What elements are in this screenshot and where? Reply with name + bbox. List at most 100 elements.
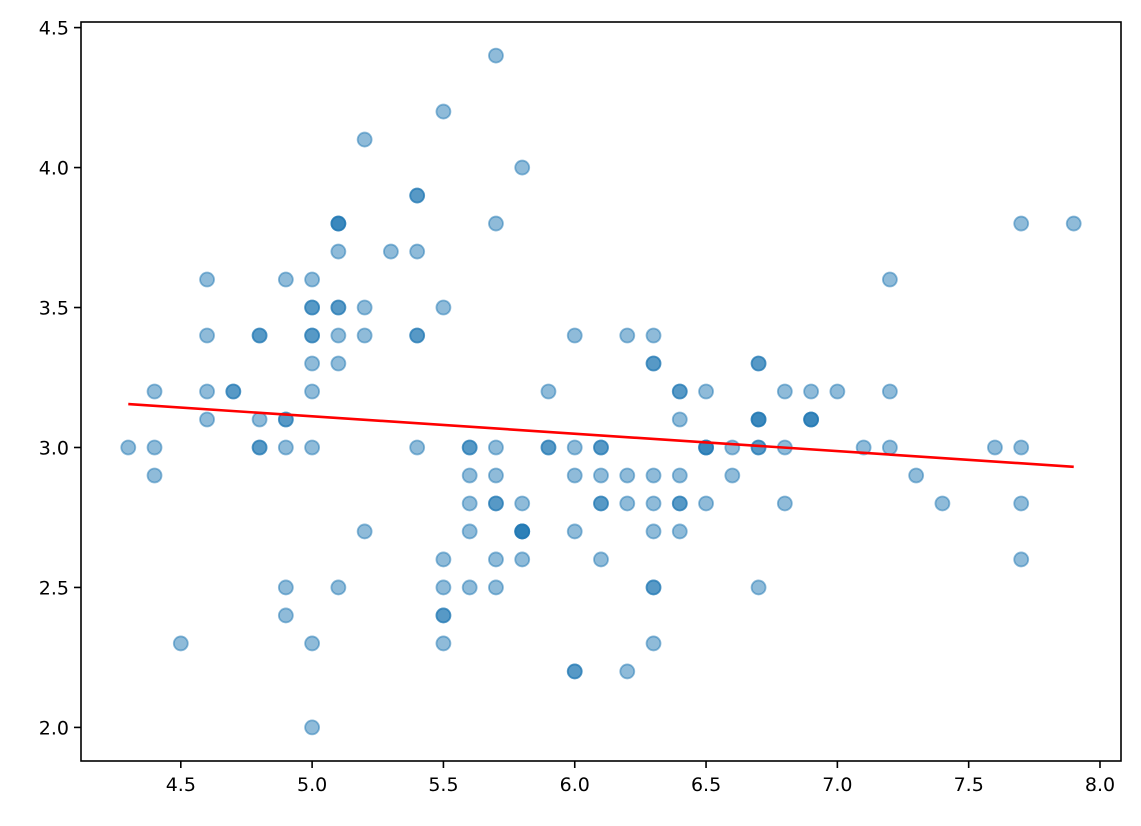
data-point [330, 243, 347, 260]
data-point [488, 439, 504, 456]
data-point [698, 495, 714, 512]
data-point [356, 327, 373, 344]
data-point [304, 327, 321, 344]
data-point [435, 635, 452, 652]
data-point [435, 299, 452, 316]
data-point [199, 271, 215, 288]
x-tick-label: 6.0 [560, 774, 590, 796]
data-points [120, 47, 1082, 736]
data-point [750, 579, 767, 596]
data-point [540, 383, 557, 400]
trend-line [128, 402, 1074, 469]
data-point [488, 551, 504, 568]
data-point [225, 383, 242, 400]
data-point [671, 467, 688, 484]
data-point [619, 495, 636, 512]
data-point [409, 187, 426, 204]
data-point [304, 271, 321, 288]
y-tick-label: 4.0 [39, 158, 69, 180]
x-tick-label: 4.5 [166, 774, 196, 796]
data-point [593, 439, 609, 456]
data-point [146, 383, 163, 400]
data-point [277, 579, 294, 596]
data-point [330, 579, 347, 596]
data-point [514, 495, 531, 512]
data-point [619, 663, 636, 680]
data-point [409, 439, 426, 456]
y-tick-label: 3.0 [39, 437, 69, 459]
data-point [277, 271, 294, 288]
data-point [1013, 215, 1030, 232]
x-tick-label: 8.0 [1085, 774, 1115, 796]
data-point [987, 439, 1003, 456]
data-point [277, 607, 294, 624]
data-point [750, 411, 767, 428]
data-point [277, 439, 294, 456]
x-tick-label: 7.5 [954, 774, 984, 796]
data-point [645, 495, 662, 512]
data-point [488, 467, 504, 484]
data-point [199, 327, 215, 344]
data-point [566, 327, 583, 344]
data-point [146, 439, 163, 456]
data-point [514, 523, 531, 540]
x-tick-label: 7.0 [822, 774, 852, 796]
data-point [488, 495, 504, 512]
x-tick-label: 5.5 [428, 774, 458, 796]
x-tick-label: 5.0 [297, 774, 327, 796]
data-point [199, 383, 215, 400]
data-point [645, 523, 662, 540]
data-point [540, 439, 557, 456]
data-point [461, 467, 478, 484]
x-tick-label: 6.5 [691, 774, 721, 796]
data-point [488, 47, 504, 64]
data-point [750, 355, 767, 372]
data-point [803, 411, 820, 428]
data-point [645, 579, 662, 596]
data-point [304, 635, 321, 652]
data-point [671, 383, 688, 400]
data-point [698, 383, 714, 400]
data-point [619, 467, 636, 484]
data-point [356, 299, 373, 316]
data-point [619, 327, 636, 344]
data-point [435, 579, 452, 596]
data-point [645, 327, 662, 344]
data-point [435, 551, 452, 568]
data-point [776, 383, 793, 400]
y-tick-label: 2.5 [39, 577, 69, 599]
data-point [514, 159, 531, 176]
data-point [566, 663, 583, 680]
data-point [671, 411, 688, 428]
data-point [1013, 439, 1030, 456]
data-point [330, 299, 347, 316]
data-point [593, 467, 609, 484]
data-point [881, 383, 898, 400]
data-point [461, 579, 478, 596]
data-point [146, 467, 163, 484]
data-point [645, 635, 662, 652]
data-point [488, 579, 504, 596]
trend-line-layer [128, 402, 1074, 469]
data-point [776, 495, 793, 512]
data-point [409, 243, 426, 260]
data-point [251, 411, 268, 428]
data-point [356, 131, 373, 148]
y-tick-label: 3.5 [39, 298, 69, 320]
data-point [593, 551, 609, 568]
data-point [671, 495, 688, 512]
data-point [593, 495, 609, 512]
data-point [1013, 551, 1030, 568]
data-point [671, 523, 688, 540]
data-point [461, 439, 478, 456]
data-point [855, 439, 872, 456]
data-point [566, 467, 583, 484]
data-point [881, 439, 898, 456]
data-point [645, 467, 662, 484]
data-point [330, 355, 347, 372]
data-point [566, 523, 583, 540]
data-point [251, 439, 268, 456]
data-point [645, 355, 662, 372]
